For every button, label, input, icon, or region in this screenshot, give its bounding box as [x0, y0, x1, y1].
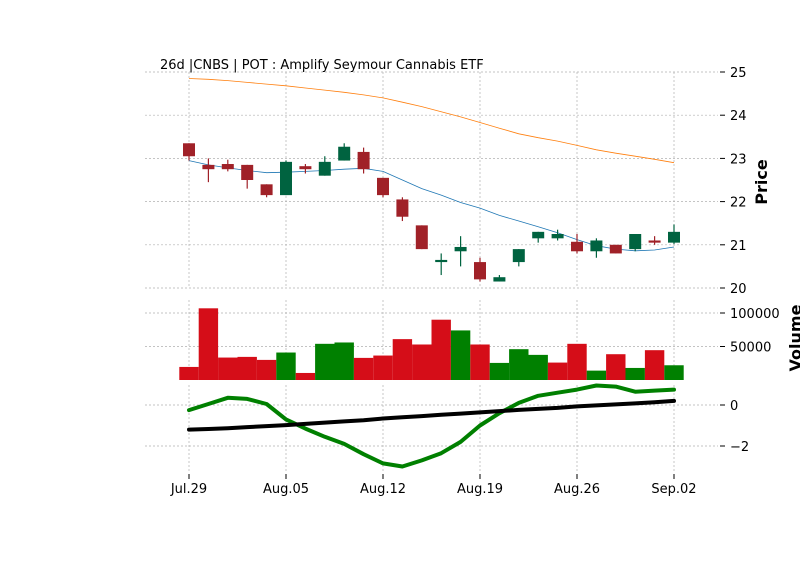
candle-body	[668, 231, 680, 243]
price-candles	[183, 143, 680, 282]
candle-body	[338, 146, 351, 161]
indicator-line	[187, 398, 676, 432]
volume-bar	[664, 365, 684, 380]
price-tick-label: 24	[730, 109, 747, 124]
x-tick-label: Aug.12	[360, 482, 406, 497]
volume-bar	[586, 370, 607, 380]
candle-body	[512, 249, 525, 263]
volume-bar	[431, 319, 451, 380]
price-tick-label: 20	[730, 282, 747, 297]
indicator-tick-label: 0	[730, 399, 738, 414]
candle-body	[435, 259, 448, 263]
volume-bar	[606, 354, 626, 380]
volume-grid	[145, 300, 718, 380]
price-axis-label: Price	[752, 159, 771, 205]
volume-bar	[198, 308, 219, 380]
volume-tick-label: 50000	[730, 341, 771, 356]
candle-body	[415, 225, 428, 250]
volume-bar	[625, 367, 645, 380]
candle-body	[551, 234, 564, 239]
price-tick-label: 23	[730, 152, 747, 167]
chart-title: 26d |CNBS | POT : Amplify Seymour Cannab…	[160, 58, 484, 73]
x-tick-label: Aug.19	[457, 482, 503, 497]
volume-bar	[256, 359, 277, 380]
candle-body	[493, 277, 506, 282]
volume-bars	[179, 308, 684, 380]
x-axis: Jul.29 Aug.05 Aug.12 Aug.19 Aug.26 Sep.02	[170, 474, 697, 497]
indicator-lines	[187, 383, 676, 469]
candle-body	[532, 231, 545, 239]
volume-y-axis: 50000 100000	[720, 307, 780, 356]
indicator-y-axis: −2 0	[720, 399, 749, 455]
volume-bar	[547, 362, 568, 380]
volume-bar	[218, 357, 238, 380]
volume-bar	[315, 343, 335, 380]
price-tick-label: 22	[730, 196, 747, 211]
x-tick-label: Sep.02	[651, 482, 696, 497]
volume-bar	[450, 330, 471, 380]
volume-bar	[373, 355, 393, 380]
x-tick-label: Aug.26	[554, 482, 600, 497]
candle-body	[648, 240, 661, 243]
price-grid	[145, 71, 718, 289]
volume-bar	[470, 344, 490, 380]
volume-bar	[528, 354, 548, 380]
candle-body	[221, 164, 234, 170]
candle-body	[377, 177, 389, 196]
x-tick-label: Aug.05	[263, 482, 309, 497]
candle-body	[183, 143, 195, 157]
candle-body	[590, 240, 603, 252]
volume-bar	[412, 344, 432, 380]
candle-body	[629, 234, 642, 250]
candle-body	[299, 166, 312, 170]
volume-tick-label: 100000	[730, 307, 780, 322]
volume-bar	[334, 342, 354, 380]
volume-axis-label: Volume	[786, 304, 800, 371]
price-y-axis: 20 21 22 23 24 25	[720, 66, 747, 297]
volume-bar	[392, 339, 413, 380]
price-tick-label: 25	[730, 66, 747, 81]
candle-body	[357, 151, 370, 170]
candle-body	[280, 161, 292, 196]
candle-body	[202, 164, 215, 170]
candle-body	[260, 184, 273, 196]
indicator-line	[187, 383, 676, 469]
ma-slow-line	[188, 78, 675, 164]
candle-body	[571, 241, 583, 252]
x-tick-label: Jul.29	[170, 482, 207, 497]
volume-bar	[509, 349, 529, 380]
price-tick-label: 21	[730, 239, 747, 254]
indicator-tick-label: −2	[730, 440, 749, 455]
volume-bar	[237, 356, 257, 380]
volume-bar	[489, 362, 510, 380]
volume-bar	[295, 372, 316, 380]
candle-body	[454, 246, 467, 252]
volume-bar	[567, 343, 587, 380]
candle-body	[318, 161, 331, 176]
volume-bar	[276, 352, 296, 380]
volume-bar	[644, 350, 665, 380]
candle-body	[474, 262, 486, 280]
volume-bar	[179, 366, 199, 380]
candle-body	[396, 199, 409, 217]
volume-bar	[353, 357, 374, 380]
candle-body	[609, 244, 622, 254]
candle-body	[241, 164, 254, 180]
